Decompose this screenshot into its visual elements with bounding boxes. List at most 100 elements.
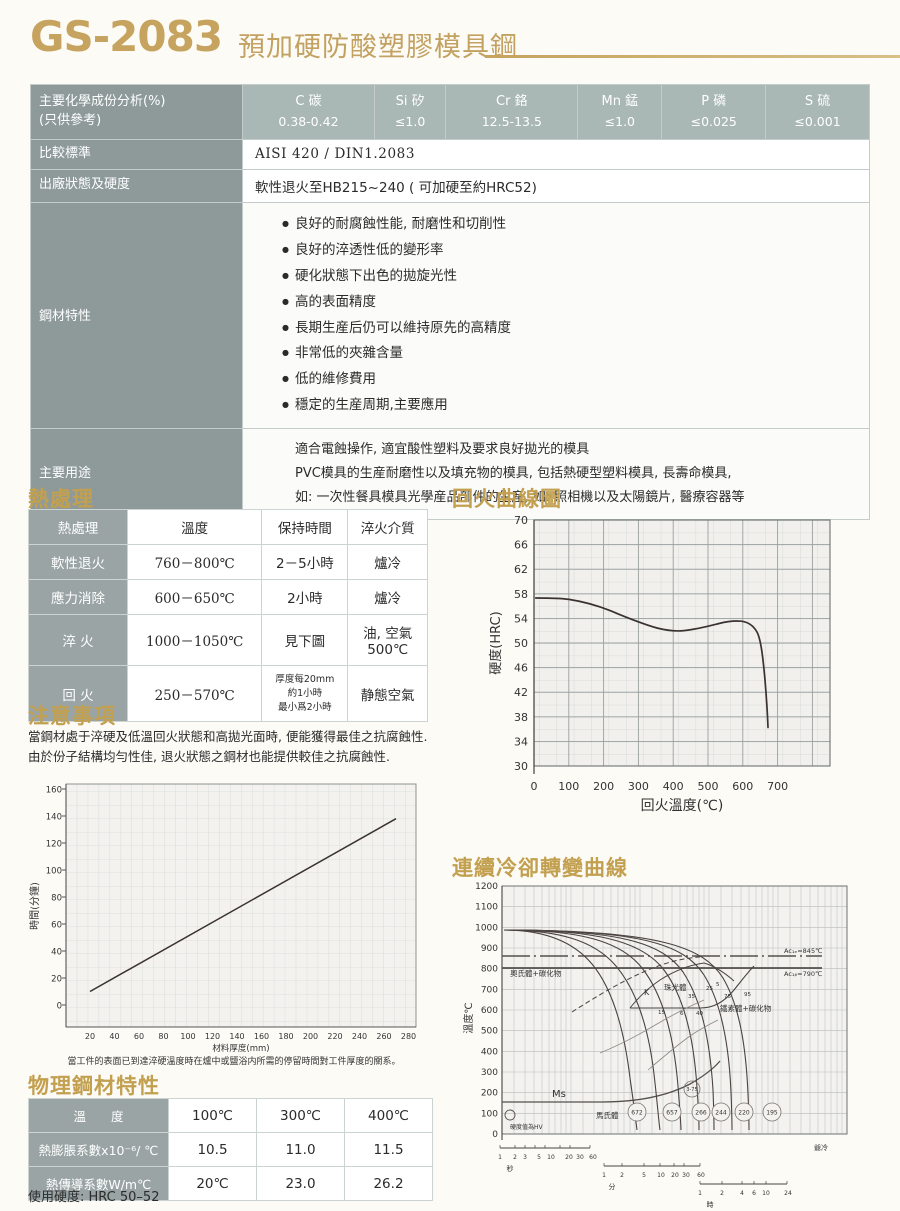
process-medium: 静態空氣 [347,664,428,723]
element-name: Si 矽 [395,94,425,109]
tempering-curve-chart: 70 66 62 58 54 50 46 42 38 34 30 0 100 2… [452,508,892,848]
time-tick: 2 [720,1190,724,1197]
y-tick: 70 [514,514,528,527]
delivery-label: 出廠狀態及硬度 [30,168,243,203]
x-tick: 400 [663,780,684,793]
element-value: 0.38-0.42 [278,114,339,130]
y-tick: 800 [481,965,498,975]
process-medium-cell: 油, 空氣 500℃ [347,614,428,666]
notes-title: 注意事項 [28,704,116,728]
time-tick: 3 [523,1154,527,1161]
time-tick: 20 [671,1172,679,1179]
holding-time-svg: 160 140 120 100 80 60 40 20 0 20 40 60 80 [28,783,417,1067]
uses-cell: 適合電蝕操作, 適宜酸性塑料及要求良好拋光的模具 PVC模具的生産耐磨性以及填充… [242,428,870,521]
process-name: 軟性退火 [28,544,128,580]
chem-label-cell: 主要化學成份分析(%) (只供參考) [30,83,243,141]
y-tick: 38 [514,711,528,724]
y-tick: 62 [514,563,528,576]
table-row: 熱傳導系數W/m℃ 20℃ 23.0 26.2 [28,1166,433,1201]
fraction-label: 5 [716,982,720,988]
region-label-austenite-carbide: 奧氏體+碳化物 [510,968,562,978]
y-tick: 0 [492,1130,498,1140]
y-tick: 1200 [475,882,498,892]
time-unit-label: 秒 [507,1164,514,1173]
time-axis-minutes: 1 2 5 10 20 30 60 分 [602,1163,705,1191]
y-axis-label: 硬度(HRC) [488,611,504,674]
element-cell-cr: Cr 鉻 12.5-13.5 [445,83,579,141]
product-subtitle: 預加硬防酸塑膠模具鋼 [238,32,518,63]
hardness-label: 672 [631,1110,643,1117]
x-tick: 200 [593,780,614,793]
fraction-labels: 15 35 25 5 6 40 75 95 [658,982,751,1017]
property-value: 26.2 [344,1166,433,1201]
y-tick: 160 [46,786,62,796]
legend-hv-label: 硬度值為HV [510,1123,544,1131]
page-header: GS-2083 預加硬防酸塑膠模具鋼 [30,12,900,72]
element-value: ≤1.0 [394,114,426,130]
list-item: 低的維修費用 [282,367,869,393]
chem-label-line1: 主要化學成份分析(%) [39,94,166,110]
aux-boundary [599,999,705,1054]
standard-row: 比較標準 AISI 420 / DIN1.2083 [30,139,870,170]
element-name: Mn 錳 [601,94,639,109]
x-tick: 40 [109,1032,119,1041]
hardness-circle [683,1080,701,1098]
y-tick: 700 [481,985,498,995]
hardness-label: 266 [695,1110,707,1117]
hardness-label: 3-75 [686,1087,697,1093]
time-tick: 2 [513,1154,517,1161]
table-row: 熱膨脹系數x10⁻⁶/ ℃ 10.5 11.0 11.5 [28,1132,433,1167]
process-time: 2－5小時 [261,544,349,580]
y-tick: 600 [481,1006,498,1016]
y-tick-labels: 70 66 62 58 54 50 46 42 38 34 30 [514,514,528,773]
point-label-k: K [644,988,650,997]
list-item: 長期生産后仍可以維持原先的高精度 [282,316,869,342]
process-time-line: 最小爲2小時 [278,701,332,713]
y-axis-label: 溫度℃ [462,1002,475,1033]
y-tick: 50 [514,637,528,650]
element-value: ≤0.025 [690,114,737,130]
fraction-label: 15 [658,1010,665,1016]
x-tick: 0 [531,780,538,793]
fraction-label: 75 [724,994,731,1000]
table-row: 回 火 250－570℃ 厚度每20mm 約1小時 最小爲2小時 静態空氣 [28,664,428,723]
hardness-circle [762,1102,782,1122]
table-row: 軟性退火 760－800℃ 2－5小時 爐冷 [28,544,428,580]
hardness-values: 672 657 266 244 220 195 [627,1102,782,1122]
table-header-row: 溫 度 100℃ 300℃ 400℃ [28,1098,433,1133]
property-value: 23.0 [256,1166,345,1201]
legend-circle-icon [504,1109,516,1121]
col-header-process: 熱處理 [28,509,128,545]
y-tick: 1000 [475,923,498,933]
process-name: 應力消除 [28,579,128,615]
hardness-label: 195 [766,1110,778,1117]
x-tick: 60 [134,1032,144,1041]
process-temp: 760－800℃ [126,544,263,580]
property-value: 20℃ [168,1166,257,1201]
time-unit-label: 時 [707,1201,714,1208]
process-time-line: 約1小時 [287,687,323,699]
y-tick: 40 [51,948,62,958]
list-item: 高的表面精度 [282,290,869,316]
element-cell-s: S 硫 ≤0.001 [765,83,870,141]
list-item: 良好的淬透性低的變形率 [282,238,869,264]
time-tick: 1 [698,1190,702,1197]
ms-line [502,1060,721,1103]
time-tick: 1 [498,1154,502,1161]
time-tick: 1 [602,1172,606,1179]
standard-value: AISI 420 / DIN1.2083 [242,139,870,170]
y-tick: 80 [51,894,62,904]
y-tick: 300 [481,1068,498,1078]
col-header-time: 保持時間 [261,509,349,545]
hardness-circle [662,1102,682,1122]
time-tick: 24 [784,1190,792,1197]
time-axis-hours: 1 2 4 6 10 24 時 [698,1181,792,1208]
y-tick: 20 [51,975,62,985]
ms-label: Ms [552,1089,566,1100]
x-tick: 280 [401,1032,416,1041]
y-tick: 500 [481,1027,498,1037]
x-tick: 100 [558,780,579,793]
process-medium: 爐冷 [347,544,428,580]
nose-boundary [571,956,701,1013]
time-unit-label: 分 [609,1182,616,1191]
